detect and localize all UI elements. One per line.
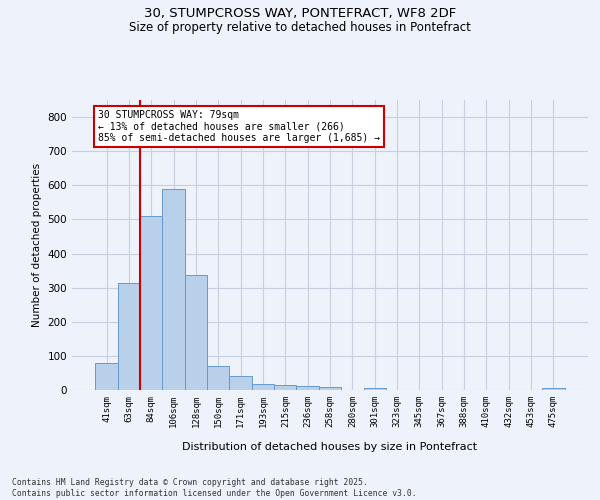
Bar [319, 386, 341, 390]
Text: Contains HM Land Registry data © Crown copyright and database right 2025.
Contai: Contains HM Land Registry data © Crown c… [12, 478, 416, 498]
Bar [274, 385, 296, 390]
Bar [207, 366, 229, 390]
Bar [140, 216, 163, 390]
Bar [364, 388, 386, 390]
Bar [252, 384, 274, 390]
Y-axis label: Number of detached properties: Number of detached properties [32, 163, 42, 327]
Bar [229, 376, 252, 390]
Text: Distribution of detached houses by size in Pontefract: Distribution of detached houses by size … [182, 442, 478, 452]
Text: 30, STUMPCROSS WAY, PONTEFRACT, WF8 2DF: 30, STUMPCROSS WAY, PONTEFRACT, WF8 2DF [144, 8, 456, 20]
Bar [118, 282, 140, 390]
Text: Size of property relative to detached houses in Pontefract: Size of property relative to detached ho… [129, 21, 471, 34]
Bar [542, 388, 565, 390]
Bar [95, 362, 118, 390]
Bar [185, 274, 207, 390]
Bar [163, 188, 185, 390]
Bar [296, 386, 319, 390]
Text: 30 STUMPCROSS WAY: 79sqm
← 13% of detached houses are smaller (266)
85% of semi-: 30 STUMPCROSS WAY: 79sqm ← 13% of detach… [98, 110, 380, 144]
